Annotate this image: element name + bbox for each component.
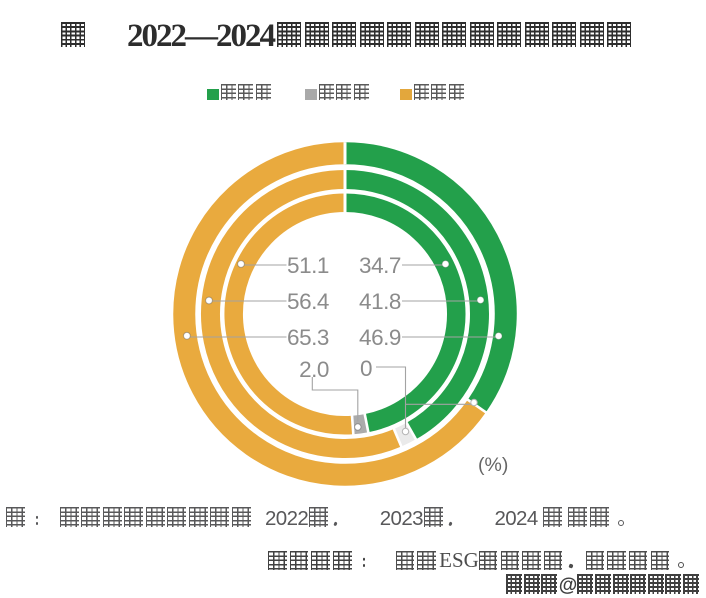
svg-text:65.3: 65.3 [287, 325, 329, 350]
svg-text:2.0: 2.0 [299, 357, 329, 382]
svg-text:46.9: 46.9 [359, 325, 401, 350]
svg-text:51.1: 51.1 [287, 253, 329, 278]
svg-text:(%): (%) [478, 454, 508, 476]
svg-text:0: 0 [360, 356, 372, 381]
svg-text:56.4: 56.4 [287, 289, 329, 314]
svg-text:34.7: 34.7 [359, 253, 401, 278]
svg-text:41.8: 41.8 [359, 289, 401, 314]
